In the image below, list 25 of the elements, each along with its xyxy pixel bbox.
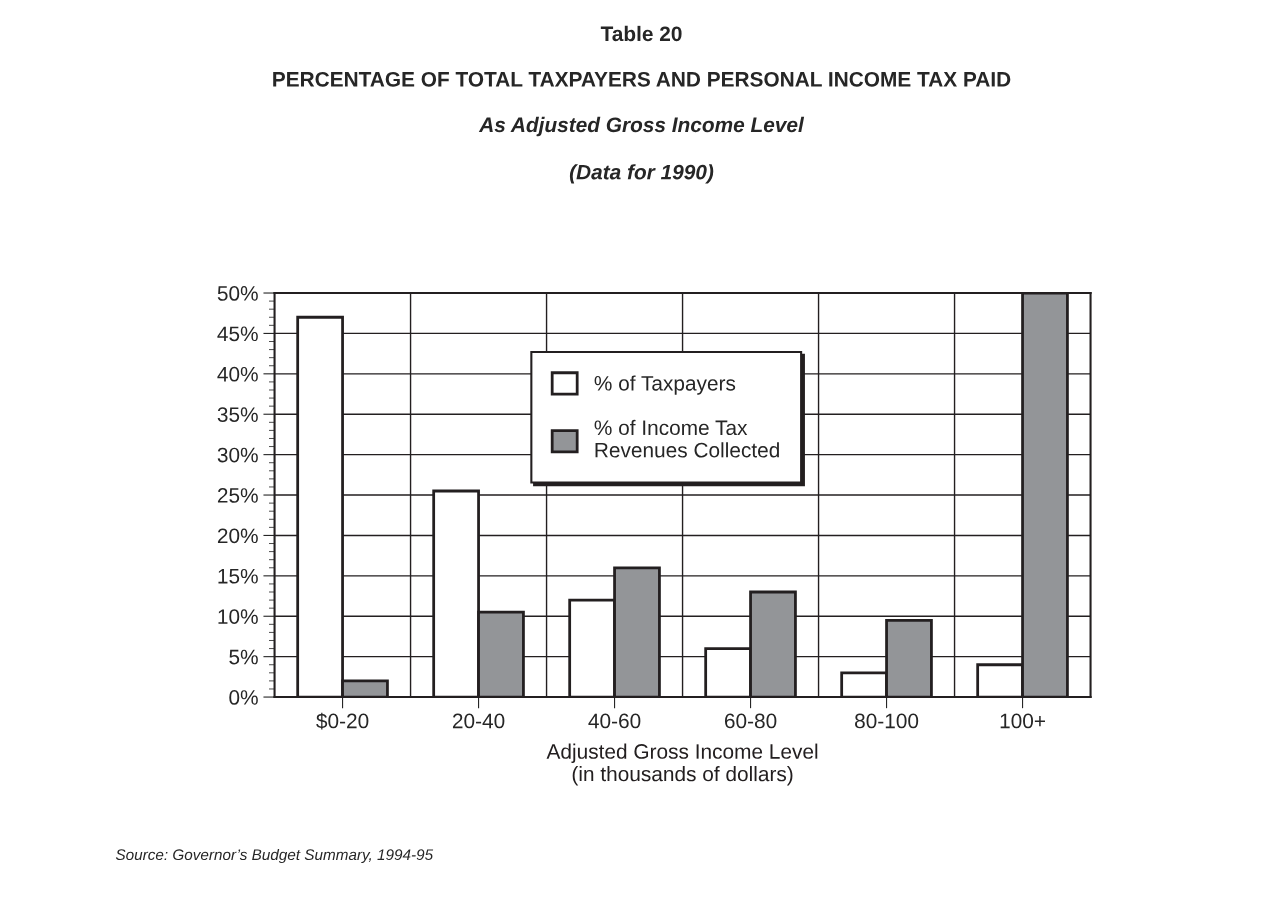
source-note: Source: Governor’s Budget Summary, 1994-95 xyxy=(115,848,434,864)
x-tick-label: 60-80 xyxy=(724,713,777,729)
x-tick-label: 40-60 xyxy=(588,713,641,729)
text: (Data for 1990) xyxy=(569,164,714,184)
legend-label: % of Income Tax Revenues Collected xyxy=(594,419,779,458)
y-tick-label: 25% xyxy=(217,488,258,503)
legend-label: % of Taxpayers xyxy=(594,375,736,395)
y-tick-label: 15% xyxy=(218,568,258,584)
text: As Adjusted Gross Income Level xyxy=(478,116,805,137)
y-tick-label: 30% xyxy=(217,447,258,463)
chart-title: Table 20 xyxy=(600,25,682,42)
x-tick-label: 80-100 xyxy=(855,713,919,729)
y-tick-label: 50% xyxy=(217,286,258,301)
y-tick-label: 45% xyxy=(217,326,258,342)
y-tick-label: 35% xyxy=(217,407,258,422)
x-tick-label: 20-40 xyxy=(452,713,505,729)
x-tick-label: $0-20 xyxy=(316,712,369,730)
y-tick-label: 40% xyxy=(217,366,258,382)
y-tick-label: 10% xyxy=(218,609,258,625)
y-tick-label: 0% xyxy=(229,690,258,705)
x-tick-label: 100+ xyxy=(1000,713,1045,729)
chart-subtitle: PERCENTAGE OF TOTAL TAXPAYERS AND PERSONAL INCOME TAX PAID xyxy=(273,71,1011,87)
y-tick-label: 5% xyxy=(229,649,258,665)
x-axis-title: Adjusted Gross Income Level (in thousands of dollars) xyxy=(546,743,818,786)
y-tick-label: 20% xyxy=(217,528,258,544)
